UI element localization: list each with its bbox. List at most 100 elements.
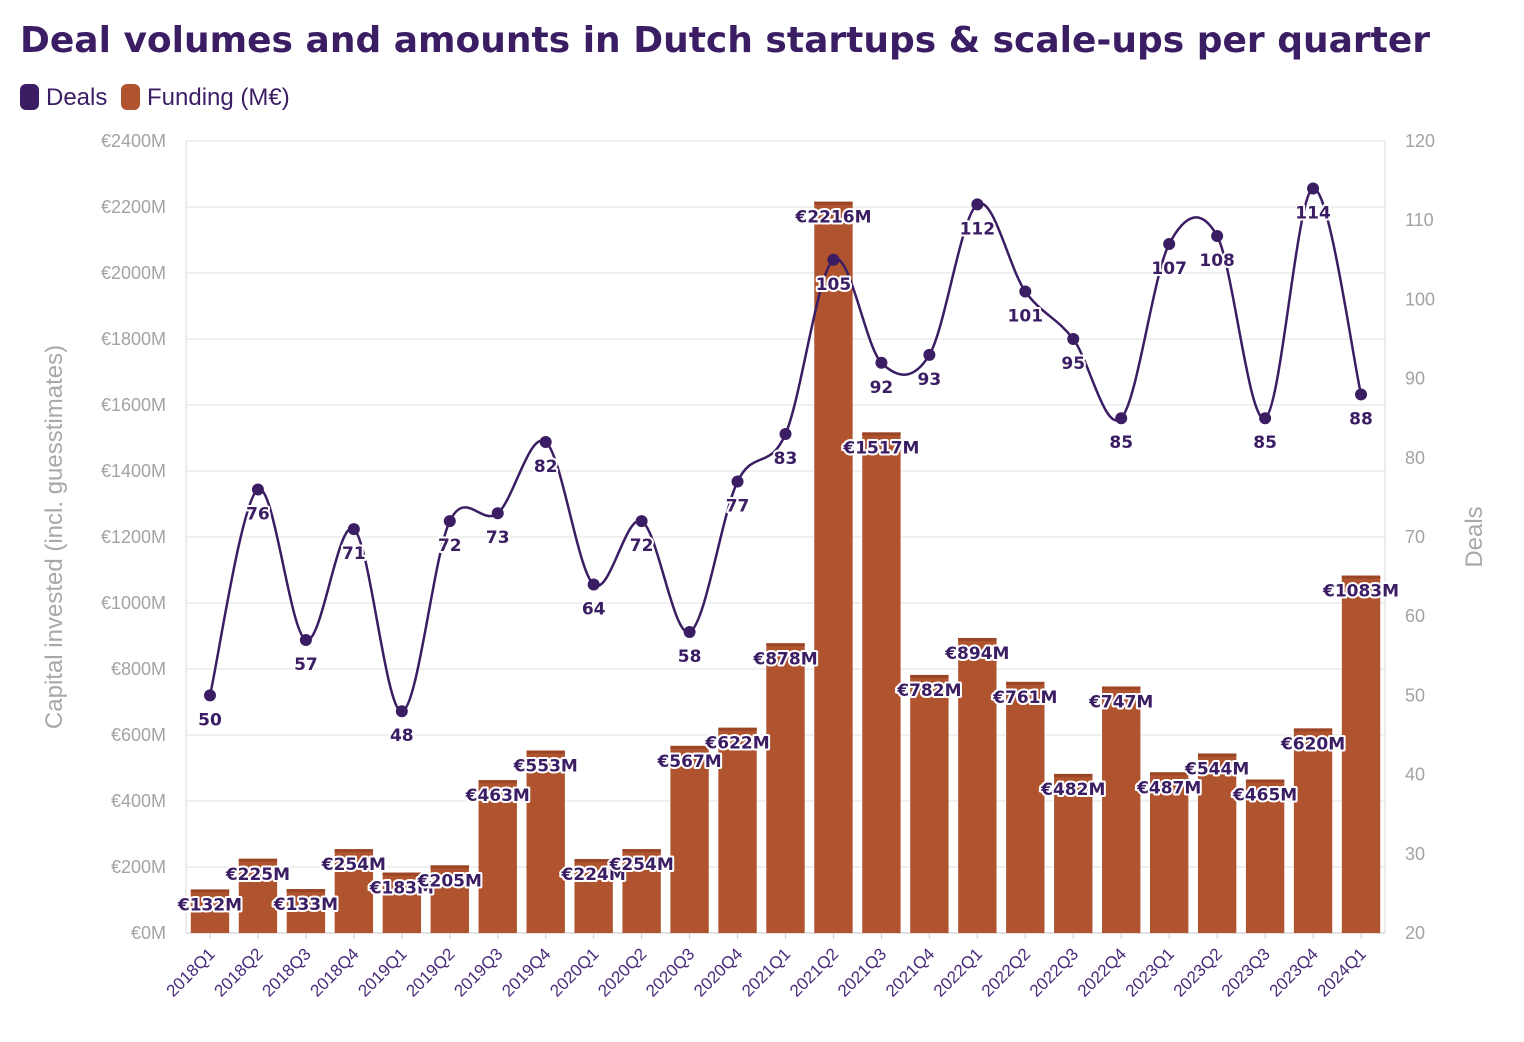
y-tick-right: 120 (1405, 131, 1435, 151)
funding-bar-cap (862, 432, 901, 436)
x-tick-label: 2020Q2 (594, 944, 650, 1000)
legend-label-funding: Funding (M€) (147, 84, 290, 111)
x-tick-label: 2019Q3 (450, 944, 506, 1000)
y-tick-left: €2200M (101, 197, 166, 217)
funding-bar (574, 859, 613, 933)
y-tick-right: 90 (1405, 369, 1425, 389)
funding-bar (670, 745, 709, 933)
funding-bar-cap (526, 750, 565, 754)
funding-bar (1054, 773, 1093, 933)
funding-bar-cap (1054, 773, 1093, 777)
y-tick-right: 20 (1405, 923, 1425, 943)
funding-bar-cap (958, 637, 997, 641)
funding-bar (382, 872, 422, 933)
x-tick-label: 2020Q4 (690, 944, 746, 1000)
y-tick-right: 30 (1405, 844, 1425, 864)
deals-line (203, 182, 1368, 718)
y-tick-left: €1000M (101, 593, 166, 613)
funding-bar-cap (238, 858, 278, 862)
funding-bar-label: €567M (656, 752, 721, 772)
funding-bar-label: €463M (465, 786, 530, 806)
x-tick-label: 2018Q2 (211, 944, 267, 1000)
funding-bar-label: €878M (752, 649, 817, 669)
funding-bar-label: €747M (1088, 692, 1153, 712)
funding-bar (286, 889, 326, 933)
deals-point (299, 633, 312, 646)
funding-bar (766, 643, 805, 933)
deals-point (683, 626, 696, 639)
funding-bar-label: €1083M (1322, 582, 1399, 602)
funding-bar (1341, 575, 1381, 933)
x-tick-label: 2020Q1 (546, 944, 602, 1000)
funding-bar (1102, 686, 1141, 933)
deals-point (827, 253, 840, 266)
legend: Deals Funding (M€) (20, 84, 290, 111)
deals-point (587, 578, 600, 591)
deals-point (1259, 412, 1272, 425)
x-tick-label: 2020Q3 (642, 944, 698, 1000)
funding-bar-label: €225M (225, 865, 290, 885)
y-axis-right: 20 30 40 50 60 70 80 90 100 110 120 (1405, 131, 1435, 943)
deals-point (731, 475, 744, 488)
funding-bar-cap (670, 745, 709, 749)
funding-bar (1149, 772, 1189, 933)
deals-point-label: 82 (534, 457, 558, 477)
y-tick-right: 60 (1405, 606, 1425, 626)
deals-point (347, 523, 360, 536)
funding-bar-cap (1293, 728, 1333, 732)
deals-point-label: 76 (246, 504, 270, 524)
funding-bar-cap (478, 780, 517, 784)
funding-bar-label: €2216M (794, 208, 871, 228)
deals-point-label: 48 (390, 726, 414, 746)
chart-title: Deal volumes and amounts in Dutch startu… (20, 20, 1430, 61)
x-tick-label: 2023Q3 (1218, 944, 1274, 1000)
deals-point (1163, 237, 1176, 250)
funding-bar (478, 780, 517, 933)
y-tick-left: €400M (111, 791, 166, 811)
legend-swatch-funding (121, 84, 140, 110)
deals-point (635, 515, 648, 528)
x-tick-label: 2019Q1 (354, 944, 410, 1000)
y-tick-left: €1800M (101, 329, 166, 349)
deals-point-label: 72 (630, 536, 654, 556)
funding-bar-cap (766, 643, 805, 647)
deals-point (395, 705, 408, 718)
funding-bar (910, 674, 949, 933)
y-tick-right: 70 (1405, 527, 1425, 547)
funding-bar-cap (718, 727, 757, 731)
funding-bar (238, 858, 278, 933)
funding-bar-label: €544M (1184, 759, 1249, 779)
funding-bar-label: €224M (561, 865, 626, 885)
deals-point (1211, 230, 1224, 243)
y-tick-left: €1600M (101, 395, 166, 415)
funding-bar-cap (382, 872, 422, 876)
funding-bar (718, 727, 757, 933)
x-tick-label: 2018Q3 (259, 944, 315, 1000)
deals-point (203, 689, 216, 702)
legend-label-deals: Deals (46, 84, 107, 111)
x-tick-label: 2023Q4 (1266, 944, 1322, 1000)
deals-point (779, 428, 792, 441)
y-tick-left: €2400M (101, 131, 166, 151)
deals-point-label: 71 (342, 544, 366, 564)
y-tick-left: €800M (111, 659, 166, 679)
funding-bar-label: €622M (704, 734, 769, 754)
deals-point-label: 73 (486, 528, 510, 548)
y-axis-left-title: Capital invested (incl. guesstimates) (41, 345, 68, 729)
funding-bar-cap (910, 674, 949, 678)
funding-bar-cap (574, 859, 613, 863)
deals-point-label: 72 (438, 536, 462, 556)
x-tick-label: 2023Q2 (1170, 944, 1226, 1000)
deals-point-label: 50 (198, 710, 222, 730)
deals-point-label: 112 (960, 219, 996, 239)
funding-bar (526, 750, 565, 933)
deals-point (923, 348, 936, 361)
x-tick-label: 2021Q3 (834, 944, 890, 1000)
deals-point-label: 83 (774, 449, 798, 469)
deals-point-label: 92 (870, 378, 894, 398)
y-tick-left: €0M (131, 923, 166, 943)
x-tick-label: 2018Q4 (306, 944, 362, 1000)
funding-bar-cap (1245, 779, 1285, 783)
funding-bar (1197, 753, 1237, 933)
